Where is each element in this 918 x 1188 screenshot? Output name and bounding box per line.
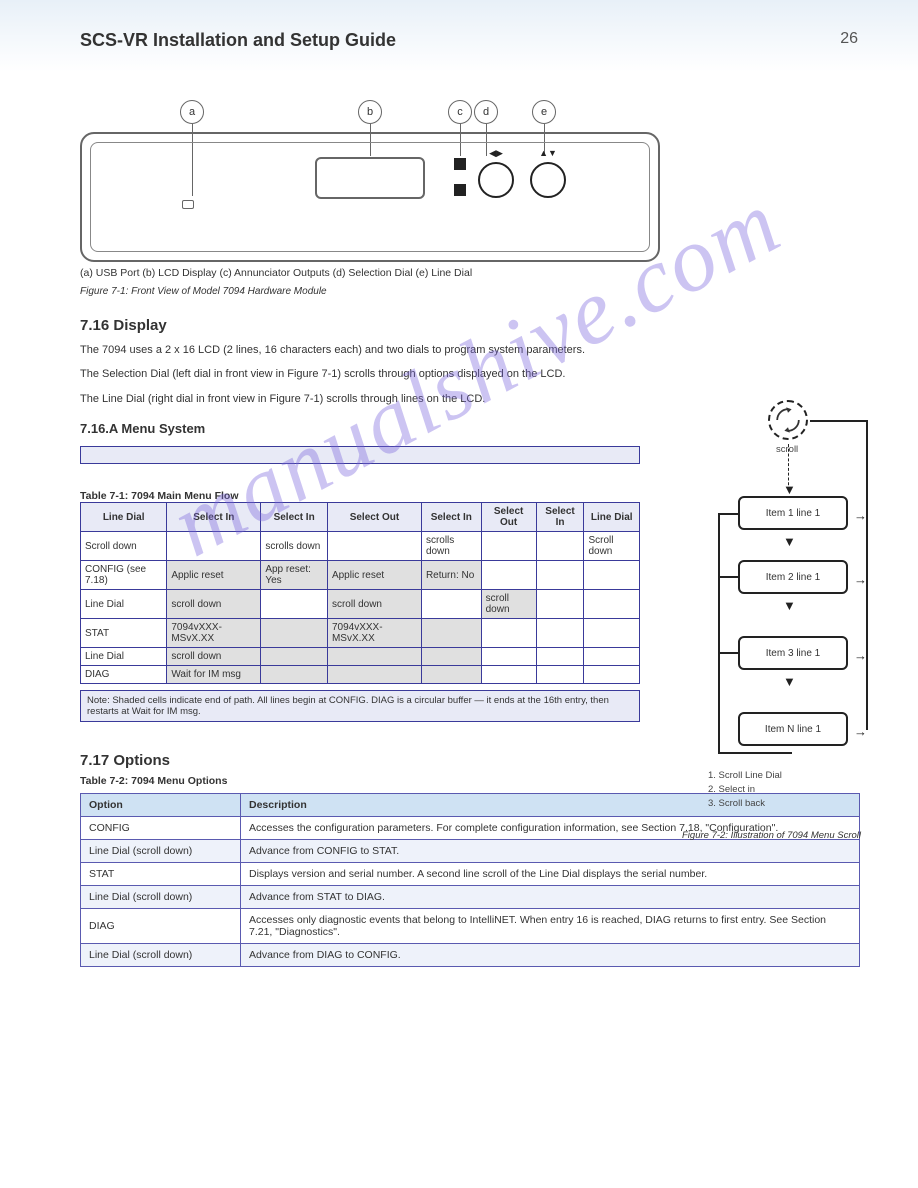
panel-diagram: a b c d e ◀▶ ▲▼ [80, 92, 670, 262]
annunciator-2 [454, 184, 466, 196]
callout-b: b [358, 100, 382, 124]
th: Line Dial [584, 503, 640, 532]
flow-cap-1: 1. Scroll Line Dial [708, 770, 868, 781]
table-row: Line Dialscroll down [81, 648, 640, 666]
th: Select In [536, 503, 584, 532]
flow-back-line [718, 576, 738, 578]
flow-cap-3: 3. Scroll back [708, 798, 868, 809]
flow-box-2: Item 2 line 1 [738, 560, 848, 594]
body-text: The 7094 uses a 2 x 16 LCD (2 lines, 16 … [80, 342, 640, 359]
section-7-16-title: 7.16 Display [80, 317, 858, 334]
flow-back-line [718, 513, 738, 515]
flow-in-line [810, 420, 866, 422]
th: Option [81, 794, 241, 817]
th: Select Out [327, 503, 421, 532]
table-row: Scroll downscrolls downscrolls downScrol… [81, 532, 640, 561]
table-row: CONFIG (see 7.18)Applic resetApp reset: … [81, 561, 640, 590]
flow-box-3: Item 3 line 1 [738, 636, 848, 670]
dial-icon [768, 400, 808, 440]
table-7-1-note: Note: Shaded cells indicate end of path.… [80, 690, 640, 722]
dial-icon: ◀▶ [478, 148, 514, 159]
usb-port [182, 200, 194, 209]
th: Line Dial [81, 503, 167, 532]
page-number: 26 [840, 30, 858, 48]
figure-7-2-caption: Figure 7-2: Illustration of 7094 Menu Sc… [682, 830, 872, 841]
arrow-down-icon: ▼ [783, 534, 796, 549]
table-row: Line Dial Select In Select In Select Out… [81, 503, 640, 532]
table-7-1-header-band [80, 446, 640, 464]
table-7-1: Line Dial Select In Select In Select Out… [80, 502, 640, 684]
table-row: Line Dialscroll downscroll downscroll do… [81, 590, 640, 619]
table-row: Line Dial (scroll down)Advance from CONF… [81, 840, 860, 863]
line-dial [530, 162, 566, 198]
table-row: DIAGWait for IM msg [81, 666, 640, 684]
table-row: STAT7094vXXX-MSvX.XX7094vXXX-MSvX.XX [81, 619, 640, 648]
callout-e: e [532, 100, 556, 124]
th: Select In [261, 503, 328, 532]
callout-c: c [448, 100, 472, 124]
flow-cap-2: 2. Select in [708, 784, 868, 795]
table-row: DIAGAccesses only diagnostic events that… [81, 909, 860, 944]
header-title: SCS-VR Installation and Setup Guide [80, 30, 396, 51]
callout-a: a [180, 100, 204, 124]
arrow-down-icon: ▼ [783, 598, 796, 613]
flow-back-line [718, 752, 792, 754]
selection-dial [478, 162, 514, 198]
callout-d: d [474, 100, 498, 124]
flow-box-1: Item 1 line 1 [738, 496, 848, 530]
flow-back-line [718, 652, 738, 654]
th: Select In [167, 503, 261, 532]
table-row: Line Dial (scroll down)Advance from STAT… [81, 886, 860, 909]
body-text: The Selection Dial (left dial in front v… [80, 366, 640, 383]
body-text: The Line Dial (right dial in front view … [80, 391, 640, 408]
flow-in-line [866, 420, 868, 730]
table-row: Line Dial (scroll down)Advance from DIAG… [81, 944, 860, 967]
annunciator-1 [454, 158, 466, 170]
table-row: STATDisplays version and serial number. … [81, 863, 860, 886]
arrow-down-icon: ▼ [783, 482, 796, 497]
lcd-display [315, 157, 425, 199]
figure-7-1-caption: Figure 7-1: Front View of Model 7094 Har… [80, 284, 858, 299]
th: Select Out [481, 503, 536, 532]
arrow-down-icon: ▼ [783, 674, 796, 689]
flow-back-line [718, 513, 720, 753]
dial-icon: ▲▼ [530, 148, 566, 158]
panel-labels: (a) USB Port (b) LCD Display (c) Annunci… [80, 266, 858, 282]
th: Select In [421, 503, 481, 532]
flowchart: scroll ▼ Item 1 line 1 → ▼ Item 2 line 1… [678, 400, 878, 820]
flow-box-4: Item N line 1 [738, 712, 848, 746]
